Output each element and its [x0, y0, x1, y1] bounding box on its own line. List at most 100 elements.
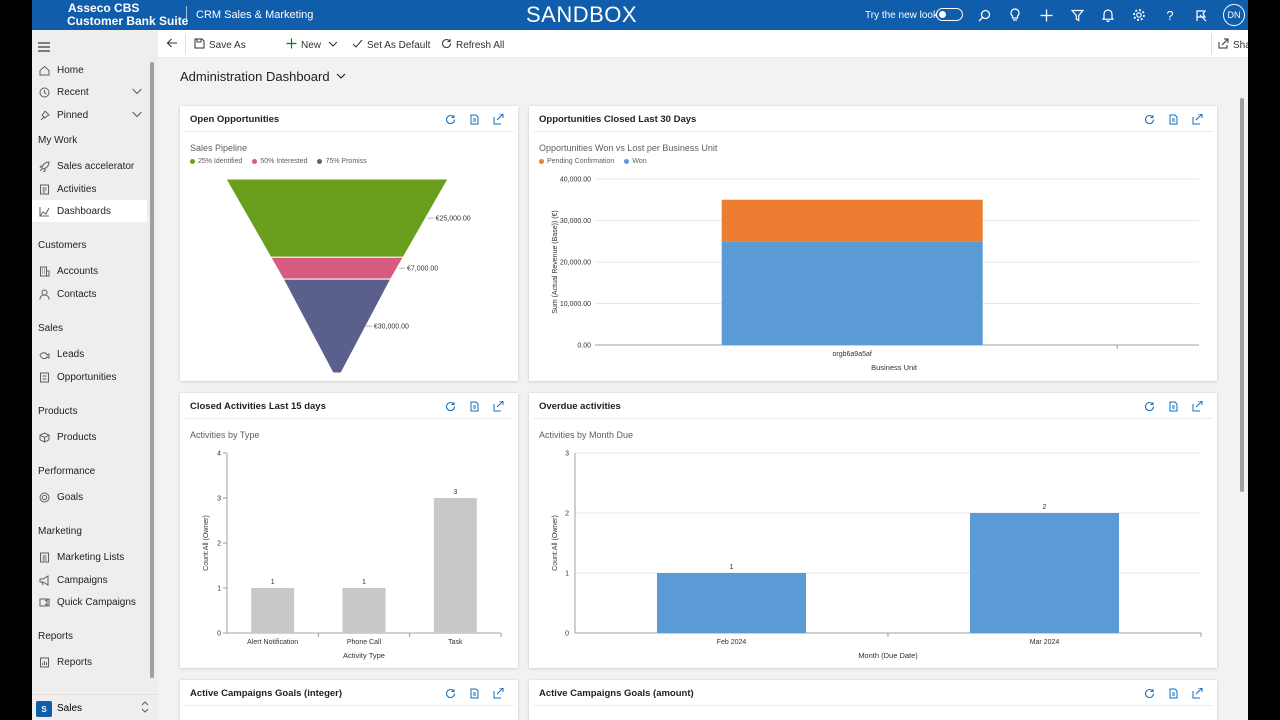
nav-campaigns[interactable]: Campaigns — [32, 569, 147, 591]
card-actions — [1144, 686, 1203, 704]
legend-item[interactable]: 25% Identified — [190, 158, 242, 165]
nav-products[interactable]: Products — [32, 426, 147, 448]
refresh-icon[interactable] — [445, 399, 456, 417]
page-title: Administration Dashboard — [180, 69, 330, 84]
user-avatar[interactable]: DN — [1223, 4, 1245, 26]
new-button[interactable]: New — [286, 38, 321, 52]
funnel-segment — [225, 178, 449, 258]
clock-icon — [37, 87, 51, 98]
refresh-all-label: Refresh All — [456, 39, 505, 51]
view-records-icon[interactable] — [1168, 399, 1179, 417]
notification-bell-icon[interactable] — [1099, 6, 1117, 24]
chart-title: Activities by Type — [190, 430, 260, 440]
overdue-bar-chart: 0 1 2 3 1 Feb 2024 2 Mar 2024 Month (Due Date) Co… — [552, 451, 1202, 660]
nav-activities[interactable]: Activities — [32, 178, 147, 200]
sidebar-scrollbar[interactable] — [150, 62, 154, 678]
nav-quick-campaigns[interactable]: Quick Campaigns — [32, 591, 147, 613]
nav-contacts[interactable]: Contacts — [32, 283, 147, 305]
nav-dashboards[interactable]: Dashboards — [32, 200, 147, 222]
legend-swatch — [539, 158, 544, 164]
view-records-icon[interactable] — [469, 686, 480, 704]
nav-marketing-lists[interactable]: Marketing Lists — [32, 546, 147, 568]
y-axis-title: Count:All (Owner) — [203, 515, 210, 571]
box-icon — [37, 431, 51, 443]
view-records-icon[interactable] — [1168, 686, 1179, 704]
group-performance: Performance — [38, 466, 96, 477]
view-records-icon[interactable] — [1168, 112, 1179, 130]
back-arrow-icon[interactable] — [166, 37, 178, 49]
refresh-icon[interactable] — [1144, 399, 1155, 417]
y-tick-label: 20,000.00 — [560, 260, 591, 267]
data-label: 1 — [362, 579, 366, 586]
legend-item[interactable]: Pending Confirmation — [539, 158, 614, 165]
nav-accounts[interactable]: Accounts — [32, 260, 147, 282]
area-badge: S — [36, 701, 52, 717]
refresh-all-button[interactable]: Refresh All — [441, 38, 504, 52]
help-icon[interactable]: ? — [1166, 7, 1174, 23]
card-actions — [445, 686, 504, 704]
data-label: €30,000.00 — [374, 324, 409, 331]
expand-chart-icon[interactable] — [493, 112, 504, 130]
nav-reports-label: Reports — [57, 656, 93, 668]
expand-chart-icon[interactable] — [1192, 686, 1203, 704]
card-opportunities-closed: Opportunities Closed Last 30 Days Opport… — [529, 106, 1217, 381]
app-name[interactable]: CRM Sales & Marketing — [196, 9, 314, 21]
nav-recent-label: Recent — [57, 86, 89, 98]
area-label: Sales — [57, 703, 83, 714]
nav-pinned[interactable]: Pinned — [32, 104, 147, 126]
nav-sales-accelerator[interactable]: Sales accelerator — [32, 155, 147, 177]
bar — [342, 588, 386, 633]
nav-goals[interactable]: Goals — [32, 486, 147, 508]
set-as-default-button[interactable]: Set As Default — [352, 38, 430, 52]
refresh-icon[interactable] — [1144, 686, 1155, 704]
hamburger-menu-icon[interactable] — [38, 39, 50, 57]
area-switcher[interactable]: S Sales — [32, 694, 158, 720]
view-records-icon[interactable] — [469, 399, 480, 417]
legend-item[interactable]: 50% Interested — [252, 158, 307, 165]
x-tick-label: Alert Notification — [247, 639, 298, 646]
expand-chart-icon[interactable] — [493, 399, 504, 417]
bar — [433, 498, 477, 633]
nav-pinned-label: Pinned — [57, 109, 89, 121]
expand-chart-icon[interactable] — [493, 686, 504, 704]
expand-chart-icon[interactable] — [1192, 399, 1203, 417]
nav-contacts-label: Contacts — [57, 288, 97, 300]
nav-leads[interactable]: Leads — [32, 343, 147, 365]
refresh-icon[interactable] — [1144, 112, 1155, 130]
dashboard-scrollbar[interactable] — [1240, 98, 1244, 492]
legend-item[interactable]: Won — [624, 158, 647, 165]
refresh-icon[interactable] — [445, 686, 456, 704]
nav-leads-label: Leads — [57, 348, 85, 360]
expand-chart-icon[interactable] — [1192, 112, 1203, 130]
view-records-icon[interactable] — [469, 112, 480, 130]
search-icon[interactable] — [975, 6, 993, 24]
gear-icon[interactable] — [1130, 6, 1148, 24]
card-title: Open Opportunities — [190, 114, 280, 125]
nav-home[interactable]: Home — [32, 59, 147, 81]
nav-reports[interactable]: Reports — [32, 651, 147, 673]
nav-opportunities[interactable]: Opportunities — [32, 366, 147, 388]
site-map-sidebar: Home Recent Pinned My Work Sales acceler… — [32, 30, 158, 720]
x-tick-label: Phone Call — [347, 639, 382, 646]
legend-label: 25% Identified — [198, 158, 243, 165]
bar-pending-confirmation — [721, 199, 983, 242]
feedback-icon[interactable] — [1192, 6, 1210, 24]
new-dropdown-chevron-icon[interactable] — [328, 39, 338, 49]
y-tick-label: 2 — [565, 511, 569, 518]
new-look-toggle[interactable] — [936, 8, 963, 21]
chevron-down-icon[interactable] — [131, 108, 143, 123]
share-button[interactable]: Share — [1218, 38, 1248, 52]
nav-quick-campaigns-label: Quick Campaigns — [57, 596, 136, 608]
dashboard-selector[interactable]: Administration Dashboard — [180, 69, 346, 84]
save-as-button[interactable]: Save As — [194, 38, 246, 52]
refresh-icon[interactable] — [445, 112, 456, 130]
brand-logo[interactable]: Asseco CBS Customer Bank Suite — [67, 2, 188, 28]
bar — [251, 588, 295, 633]
lightbulb-icon[interactable] — [1006, 6, 1024, 24]
legend-item[interactable]: 75% Promiss — [317, 158, 367, 165]
filter-icon[interactable] — [1068, 6, 1086, 24]
plus-icon[interactable] — [1037, 6, 1055, 24]
plus-icon — [286, 38, 297, 52]
nav-recent[interactable]: Recent — [32, 81, 147, 103]
chevron-down-icon[interactable] — [131, 85, 143, 100]
